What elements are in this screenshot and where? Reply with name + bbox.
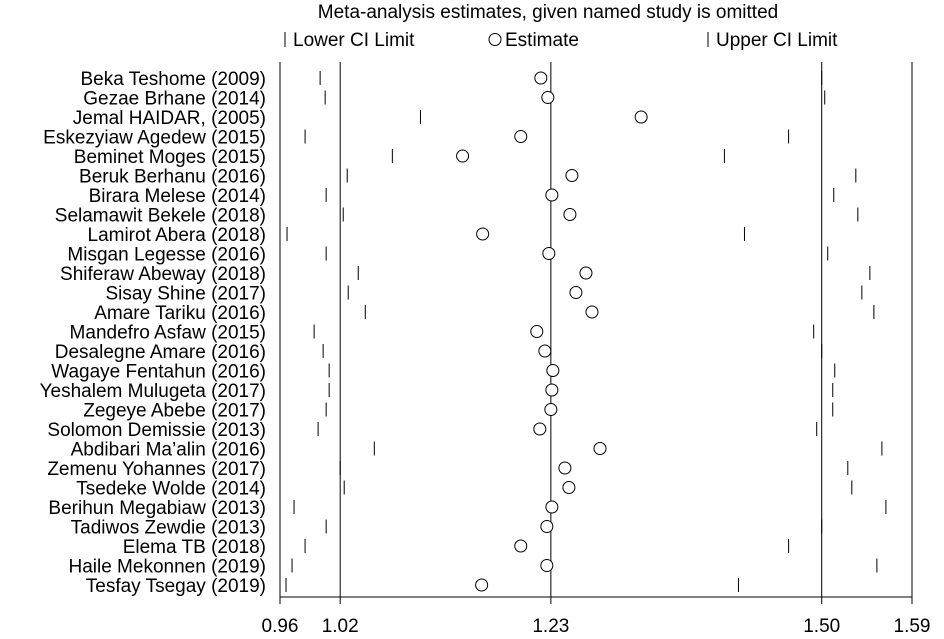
legend-lower-label: Lower CI Limit xyxy=(293,30,415,51)
study-row: Sisay Shine (2017) xyxy=(105,284,863,305)
plot-frame xyxy=(279,62,913,597)
estimate-marker xyxy=(514,130,528,143)
estimate-marker xyxy=(534,71,548,85)
estimate-marker xyxy=(585,305,599,319)
study-row: Tsedeke Wolde (2014) xyxy=(76,479,853,500)
estimate-marker xyxy=(538,344,552,358)
study-label: Tadiwos Zewdie (2013) xyxy=(71,518,266,539)
study-label: Yeshalem Mulugeta (2017) xyxy=(40,381,266,402)
study-row: Elema TB (2018) xyxy=(123,537,790,558)
estimate-marker xyxy=(540,520,554,533)
study-label: Zegeye Abebe (2017) xyxy=(83,401,266,422)
study-row: Beruk Berhanu (2016) xyxy=(79,167,857,188)
study-row: Berihun Megabiaw (2013) xyxy=(48,498,887,519)
legend: Lower CI Limit Estimate Upper CI Limit xyxy=(284,30,838,51)
study-label: Solomon Demissie (2013) xyxy=(47,420,266,441)
study-label: Jemal HAIDAR, (2005) xyxy=(73,108,266,129)
study-label: Beminet Moges (2015) xyxy=(74,147,266,168)
study-row: Eskezyiaw Agedew (2015) xyxy=(43,128,790,149)
study-row: Shiferaw Abeway (2018) xyxy=(60,264,871,285)
estimate-marker xyxy=(593,442,607,455)
study-label: Beka Teshome (2009) xyxy=(80,69,266,90)
estimate-marker xyxy=(540,559,554,572)
study-row: Tesfay Tsegay (2019) xyxy=(86,576,739,597)
legend-estimate-marker xyxy=(488,33,502,46)
study-row: Haile Mekonnen (2019) xyxy=(68,557,878,578)
reference-lines xyxy=(339,62,823,597)
chart-title: Meta-analysis estimates, given named stu… xyxy=(318,2,778,23)
study-label: Zemenu Yohannes (2017) xyxy=(47,459,266,480)
study-row: Mandefro Asfaw (2015) xyxy=(70,323,815,344)
study-label: Elema TB (2018) xyxy=(123,537,266,558)
study-label: Wagaye Fentahun (2016) xyxy=(51,362,266,383)
study-label: Sisay Shine (2017) xyxy=(105,284,266,305)
estimate-marker xyxy=(546,364,560,377)
estimate-marker xyxy=(545,383,559,397)
study-row: Tadiwos Zewdie (2013) xyxy=(71,518,823,539)
legend-estimate-label: Estimate xyxy=(505,30,579,51)
estimate-marker xyxy=(541,91,555,104)
estimate-marker xyxy=(456,149,470,163)
study-label: Abdibari Ma’alin (2016) xyxy=(71,440,266,461)
study-row: Zemenu Yohannes (2017) xyxy=(47,459,849,480)
study-label: Tsedeke Wolde (2014) xyxy=(76,479,266,500)
estimate-marker xyxy=(514,539,528,553)
x-tick-label: 1.50 xyxy=(803,616,840,637)
study-label: Eskezyiaw Agedew (2015) xyxy=(43,128,266,149)
study-label: Berihun Megabiaw (2013) xyxy=(48,498,266,519)
estimate-marker xyxy=(562,481,576,494)
estimate-marker xyxy=(569,286,583,299)
x-tick-label: 0.96 xyxy=(262,616,299,637)
legend-upper-label: Upper CI Limit xyxy=(716,30,838,51)
study-row: Wagaye Fentahun (2016) xyxy=(51,362,836,383)
study-row: Amare Tariku (2016) xyxy=(94,303,875,324)
study-label: Lamirot Abera (2018) xyxy=(88,225,267,246)
study-row: Misgan Legesse (2016) xyxy=(67,245,829,266)
study-row: Abdibari Ma’alin (2016) xyxy=(71,440,883,461)
study-row: Jemal HAIDAR, (2005) xyxy=(73,108,913,129)
estimate-marker xyxy=(558,461,572,475)
estimate-marker xyxy=(476,227,490,241)
estimate-marker xyxy=(533,422,547,436)
study-row: Lamirot Abera (2018) xyxy=(88,225,745,246)
study-row: Yeshalem Mulugeta (2017) xyxy=(40,381,834,402)
study-label: Desalegne Amare (2016) xyxy=(55,342,266,363)
study-label: Birara Melese (2014) xyxy=(89,186,266,207)
study-row: Gezae Brhane (2014) xyxy=(83,89,826,110)
study-label: Misgan Legesse (2016) xyxy=(67,245,266,266)
study-label: Amare Tariku (2016) xyxy=(94,303,266,324)
study-row: Beminet Moges (2015) xyxy=(74,147,725,168)
x-tick-label: 1.02 xyxy=(322,616,359,637)
study-row: Desalegne Amare (2016) xyxy=(55,342,823,363)
x-tick-label: 1.59 xyxy=(894,616,931,637)
estimate-marker xyxy=(563,208,577,221)
x-tick-label: 1.23 xyxy=(532,616,569,637)
study-rows: Beka Teshome (2009)Gezae Brhane (2014)Je… xyxy=(40,69,913,597)
study-row: Solomon Demissie (2013) xyxy=(47,420,818,441)
study-label: Mandefro Asfaw (2015) xyxy=(70,323,266,344)
estimate-marker xyxy=(475,578,489,592)
study-row: Birara Melese (2014) xyxy=(89,186,835,207)
estimate-marker xyxy=(579,266,593,280)
estimate-marker xyxy=(530,325,544,338)
estimate-marker xyxy=(545,188,559,202)
study-label: Selamawit Bekele (2018) xyxy=(55,206,266,227)
estimate-marker xyxy=(544,403,558,416)
estimate-marker xyxy=(545,500,559,514)
study-row: Zegeye Abebe (2017) xyxy=(83,401,834,422)
study-label: Beruk Berhanu (2016) xyxy=(79,167,266,188)
x-axis: 0.96 1.02 1.23 1.50 1.59 xyxy=(262,596,931,637)
study-label: Tesfay Tsegay (2019) xyxy=(86,576,266,597)
study-label: Gezae Brhane (2014) xyxy=(83,89,266,110)
study-label: Haile Mekonnen (2019) xyxy=(68,557,266,578)
estimate-marker xyxy=(565,169,579,182)
study-label: Shiferaw Abeway (2018) xyxy=(60,264,266,285)
study-row: Selamawit Bekele (2018) xyxy=(55,206,859,227)
study-row: Beka Teshome (2009) xyxy=(80,69,823,90)
estimate-marker xyxy=(634,110,648,124)
estimate-marker xyxy=(542,247,556,260)
